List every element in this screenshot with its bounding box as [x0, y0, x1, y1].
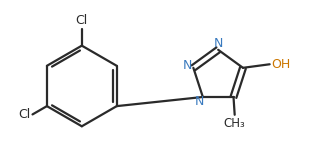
Text: CH₃: CH₃: [224, 117, 246, 130]
Text: Cl: Cl: [19, 108, 31, 121]
Text: N: N: [213, 37, 223, 50]
Text: Cl: Cl: [76, 14, 88, 27]
Text: N: N: [183, 59, 193, 73]
Text: N: N: [195, 95, 204, 108]
Text: OH: OH: [272, 58, 291, 71]
